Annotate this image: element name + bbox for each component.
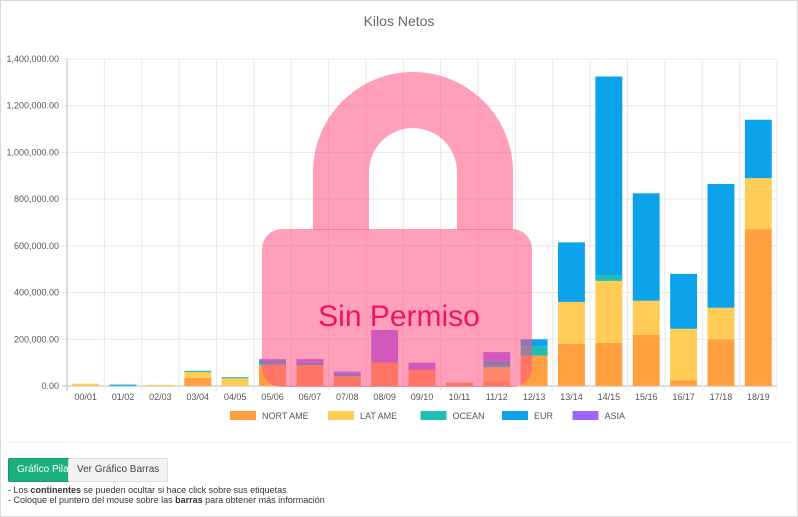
bar-segment — [184, 370, 212, 372]
stacked-chart-button[interactable]: Gráfico Pila — [8, 458, 78, 482]
bar-segment — [707, 183, 735, 308]
bar-segment — [109, 384, 137, 386]
bar-segment — [632, 300, 660, 335]
x-tick-label: 09/10 — [411, 392, 434, 402]
x-tick-label: 15/16 — [635, 392, 658, 402]
y-tick-label: 400,000.00 — [14, 288, 59, 298]
x-tick-label: 06/07 — [299, 392, 322, 402]
lock-shackle-icon — [313, 72, 513, 230]
bar-segment — [595, 76, 623, 276]
legend-label: EUR — [534, 411, 554, 421]
bar-segment — [670, 380, 698, 386]
bar-segment — [595, 275, 623, 281]
bar-segment — [744, 229, 772, 386]
bar-segment — [670, 273, 698, 329]
note-text: para obtener más información — [202, 495, 325, 505]
legend-label: LAT AME — [360, 411, 397, 421]
legend-label: ASIA — [605, 411, 626, 421]
help-note-1: - Los continentes se pueden ocultar si h… — [8, 485, 325, 495]
note-text: se pueden ocultar si hace click sobre su… — [81, 485, 287, 495]
lock-body-icon — [262, 229, 532, 387]
y-tick-label: 200,000.00 — [14, 334, 59, 344]
bar-segment — [670, 328, 698, 381]
bar-segment — [744, 119, 772, 179]
bar-segment — [520, 346, 548, 356]
bar-segment — [632, 193, 660, 301]
chart-title: Kilos Netos — [363, 13, 435, 29]
y-tick-label: 0.00 — [41, 381, 59, 391]
legend-label: NORT AME — [262, 411, 309, 421]
y-tick-label: 1,200,000.00 — [6, 101, 59, 111]
x-tick-label: 12/13 — [523, 392, 546, 402]
note-text: - Coloque el puntero del mouse sobre las — [8, 495, 176, 505]
note-text: - Los — [8, 485, 31, 495]
x-tick-label: 07/08 — [336, 392, 359, 402]
x-tick-label: 11/12 — [486, 392, 508, 402]
bar-chart-button[interactable]: Ver Gráfico Barras — [68, 458, 169, 482]
help-note-2: - Coloque el puntero del mouse sobre las… — [8, 495, 325, 505]
note-emphasis: continentes — [30, 485, 82, 495]
bar-segment — [707, 307, 735, 340]
y-tick-label: 600,000.00 — [14, 241, 59, 251]
y-tick-label: 1,000,000.00 — [6, 147, 59, 157]
divider — [6, 442, 792, 443]
bar-segment — [558, 343, 585, 386]
legend-swatch — [420, 411, 447, 420]
x-tick-label: 00/01 — [74, 392, 97, 402]
x-tick-label: 01/02 — [112, 392, 135, 402]
bar-segment — [520, 339, 548, 347]
x-tick-label: 04/05 — [224, 392, 247, 402]
x-tick-label: 14/15 — [598, 392, 621, 402]
x-tick-label: 10/11 — [448, 392, 470, 402]
legend-label: OCEAN — [453, 411, 485, 421]
x-tick-label: 08/09 — [373, 392, 396, 402]
bar-segment — [595, 280, 623, 343]
x-tick-label: 13/14 — [560, 392, 583, 402]
bar-segment — [558, 301, 585, 344]
bar-segment — [184, 371, 212, 378]
legend-swatch — [502, 411, 528, 420]
bar-segment — [632, 334, 660, 386]
bar-segment — [146, 384, 174, 386]
legend-swatch — [572, 411, 599, 420]
x-tick-label: 18/19 — [747, 392, 770, 402]
bar-segment — [109, 385, 137, 387]
x-tick-label: 16/17 — [672, 392, 695, 402]
x-tick-label: 03/04 — [187, 392, 210, 402]
legend-swatch — [230, 411, 256, 420]
y-tick-label: 800,000.00 — [14, 194, 59, 204]
help-notes: - Los continentes se pueden ocultar si h… — [8, 485, 325, 505]
bar-segment — [184, 377, 212, 386]
no-permission-label: Sin Permiso — [318, 300, 480, 333]
bar-segment — [221, 377, 249, 379]
bar-segment — [72, 383, 100, 386]
note-emphasis: barras — [175, 495, 203, 505]
x-tick-label: 02/03 — [149, 392, 172, 402]
y-tick-label: 1,400,000.00 — [6, 54, 59, 64]
bar-segment — [595, 342, 623, 386]
bar-segment — [221, 378, 249, 386]
bar-segment — [707, 339, 735, 386]
x-tick-label: 17/18 — [710, 392, 733, 402]
legend-swatch — [328, 411, 354, 420]
stacked-bar-chart: 0.00 200,000.00 400,000.00 600,000.00 800,00… — [6, 54, 778, 421]
x-tick-label: 05/06 — [261, 392, 284, 402]
bar-segment — [558, 242, 585, 302]
bar-segment — [744, 178, 772, 230]
